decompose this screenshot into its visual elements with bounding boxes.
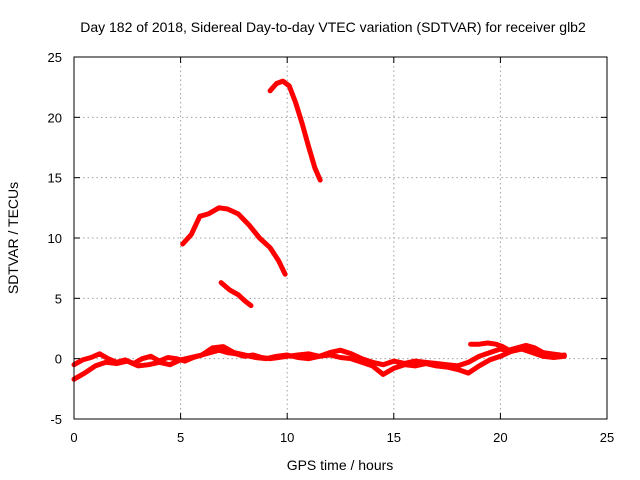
series-baseline-b [71, 344, 567, 382]
x-tick-label: 5 [177, 430, 184, 445]
x-axis-label: GPS time / hours [287, 457, 394, 473]
x-tick-labels: 0 5 10 15 20 25 [70, 430, 614, 445]
series-arc-high [267, 78, 323, 183]
y-tick-label: 25 [48, 50, 62, 65]
chart-title: Day 182 of 2018, Sidereal Day-to-day VTE… [80, 19, 586, 35]
series-arc-low [218, 280, 254, 309]
y-tick-label: 0 [55, 352, 62, 367]
x-tick-label: 15 [387, 430, 401, 445]
y-tick-label: 15 [48, 171, 62, 186]
x-tick-label: 25 [600, 430, 614, 445]
x-tick-label: 0 [70, 430, 77, 445]
y-tick-label: 10 [48, 231, 62, 246]
series-group [71, 78, 567, 382]
series-arc-mid [180, 205, 288, 277]
y-tick-label: -5 [50, 412, 62, 427]
tick-marks [73, 56, 608, 420]
y-tick-labels: -5 0 5 10 15 20 25 [48, 50, 62, 427]
x-tick-label: 10 [280, 430, 294, 445]
series-baseline-c [468, 340, 563, 358]
y-tick-label: 5 [55, 291, 62, 306]
x-tick-label: 20 [493, 430, 507, 445]
y-tick-label: 20 [48, 110, 62, 125]
y-axis-label: SDTVAR / TECUs [5, 182, 21, 294]
